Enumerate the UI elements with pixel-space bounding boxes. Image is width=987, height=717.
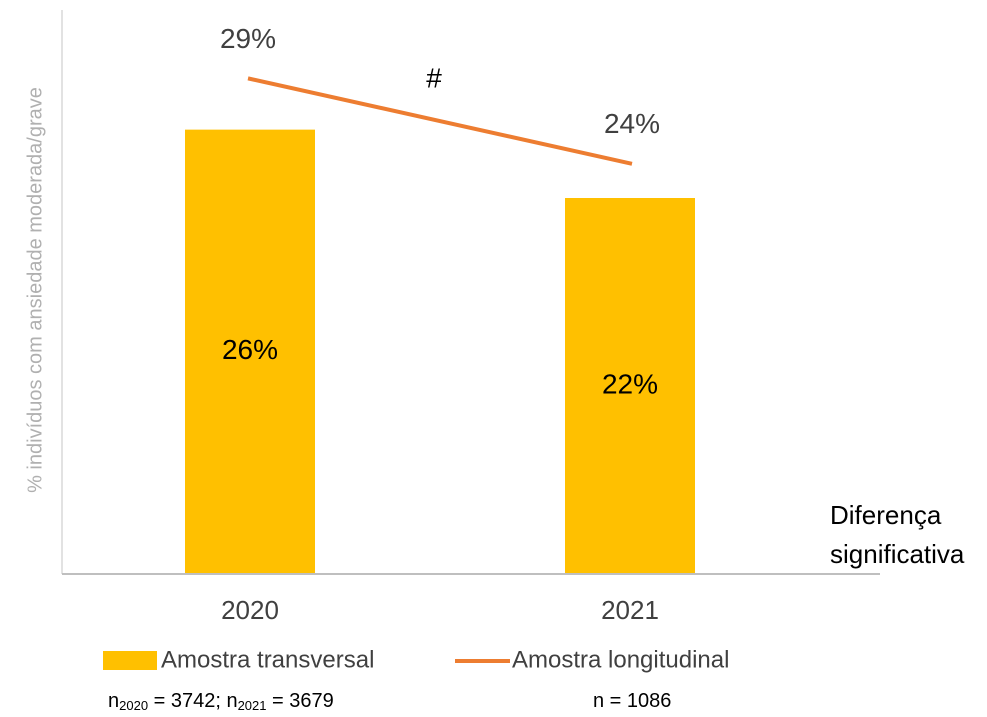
note-part: 2020 (119, 698, 148, 713)
legend-swatch (103, 651, 157, 670)
bar (565, 198, 695, 574)
annotation: Diferença (830, 500, 942, 530)
note: n2020 = 3742; n2021 = 3679 (108, 690, 334, 713)
data-label: 24% (604, 108, 660, 139)
bar (185, 129, 315, 575)
note-part: = 3742; n (148, 690, 238, 712)
data-label: 22% (602, 368, 658, 399)
y-axis-label: % indivíduos com ansiedade moderada/grav… (24, 87, 46, 493)
note-part: n (108, 690, 119, 712)
legend-label: Amostra longitudinal (512, 646, 729, 673)
note: n = 1086 (593, 690, 671, 712)
note-part: n = 1086 (593, 690, 671, 712)
data-label: 29% (220, 23, 276, 54)
note-part: 2021 (238, 698, 267, 713)
data-label: 26% (222, 334, 278, 365)
note-part: = 3679 (267, 690, 334, 712)
x-tick-label: 2020 (221, 595, 279, 625)
legend-label: Amostra transversal (161, 646, 374, 673)
line (247, 76, 633, 166)
annotation: # (426, 62, 442, 93)
x-tick-label: 2021 (601, 595, 659, 625)
annotation: significativa (830, 539, 965, 569)
